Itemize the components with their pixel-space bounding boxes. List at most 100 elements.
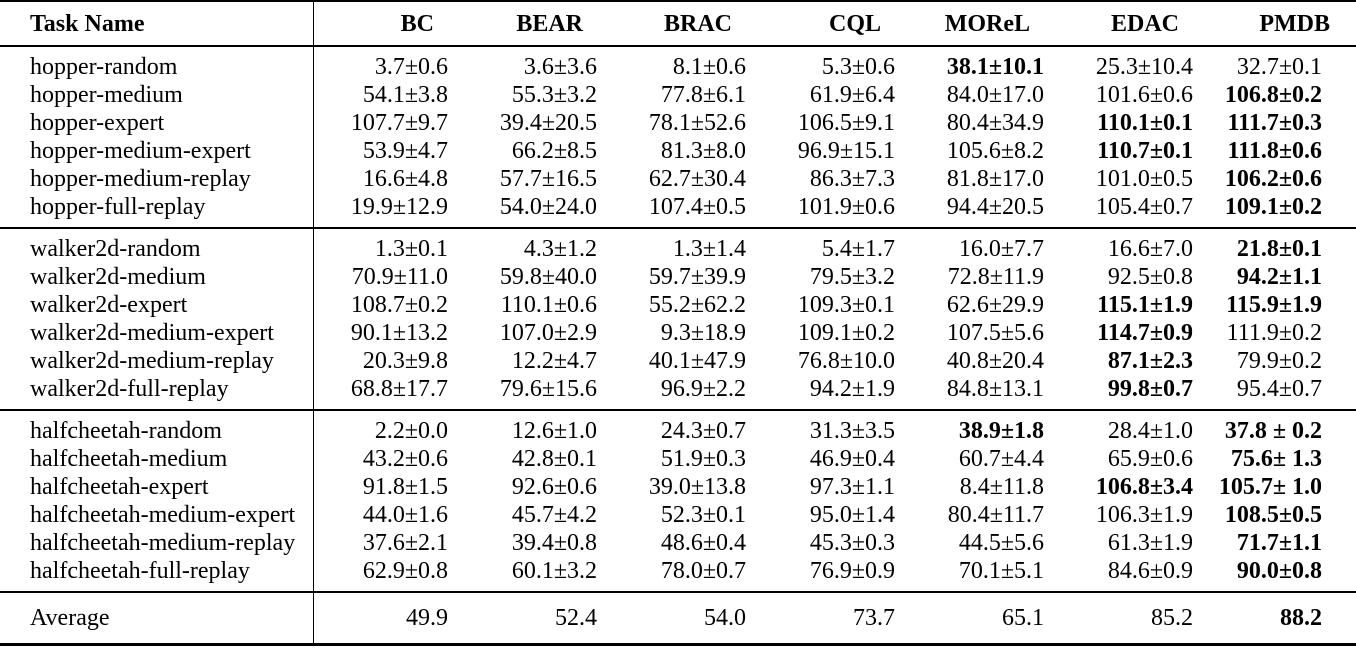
table-row: halfcheetah-medium 43.2±0.6 42.8±0.1 51.9±0… — [0, 445, 1356, 473]
table-row: hopper-medium-expert 53.9±4.7 66.2±8.5 81.3… — [0, 137, 1356, 165]
value-cell-bear: 66.2±8.5 — [511, 138, 597, 164]
value-cell-edac: 101.6±0.6 — [1095, 82, 1193, 108]
value-cell-morel: 16.0±7.7 — [958, 236, 1044, 262]
value-cell-edac: 114.7±0.9 — [1097, 320, 1193, 346]
value-cell-edac: 87.1±2.3 — [1107, 348, 1193, 374]
task-name-cell: walker2d-expert — [0, 291, 314, 319]
table-row: halfcheetah-expert 91.8±1.5 92.6±0.6 39.0±1… — [0, 473, 1356, 501]
value-cell-pmdb: 108.5±0.5 — [1224, 502, 1322, 528]
value-cell-edac: 106.3±1.9 — [1095, 502, 1193, 528]
task-name-cell: walker2d-medium-expert — [0, 319, 314, 347]
value-cell-pmdb: 37.8 ± 0.2 — [1224, 418, 1322, 444]
value-cell-edac: 16.6±7.0 — [1107, 236, 1193, 262]
value-cell-bear: 39.4±0.8 — [511, 530, 597, 556]
value-cell-edac: 65.9±0.6 — [1107, 446, 1193, 472]
value-cell-edac: 110.7±0.1 — [1097, 138, 1193, 164]
task-name-cell: walker2d-full-replay — [0, 375, 314, 410]
average-label: Average — [0, 592, 314, 645]
value-cell-edac: 84.6±0.9 — [1107, 558, 1193, 584]
value-cell-bear: 52.4 — [555, 605, 597, 631]
value-cell-morel: 40.8±20.4 — [946, 348, 1044, 374]
table-row: walker2d-full-replay 68.8±17.7 79.6±15.6 96… — [0, 375, 1356, 410]
value-cell-bc: 3.7±0.6 — [374, 54, 448, 80]
task-name-cell: halfcheetah-medium — [0, 445, 314, 473]
task-name-cell: halfcheetah-expert — [0, 473, 314, 501]
section-hopper: hopper-random 3.7±0.6 3.6±3.6 8.1±0.6 5.3±0.… — [0, 46, 1356, 228]
value-cell-pmdb: 115.9±1.9 — [1226, 292, 1322, 318]
value-cell-edac: 106.8±3.4 — [1095, 474, 1193, 500]
value-cell-bc: 43.2±0.6 — [362, 446, 448, 472]
table-row: walker2d-random 1.3±0.1 4.3±1.2 1.3±1.4 5.4±… — [0, 228, 1356, 263]
value-cell-pmdb: 94.2±1.1 — [1236, 264, 1322, 290]
value-cell-morel: 8.4±11.8 — [959, 474, 1044, 500]
value-cell-bc: 91.8±1.5 — [362, 474, 448, 500]
value-cell-pmdb: 109.1±0.2 — [1224, 194, 1322, 220]
value-cell-pmdb: 106.2±0.6 — [1224, 166, 1322, 192]
section-halfcheetah: halfcheetah-random 2.2±0.0 12.6±1.0 24.3±0.… — [0, 410, 1356, 592]
value-cell-pmdb: 95.4±0.7 — [1236, 376, 1322, 402]
value-cell-brac: 78.1±52.6 — [648, 110, 746, 136]
value-cell-bc: 62.9±0.8 — [362, 558, 448, 584]
column-header-task-name: Task Name — [0, 1, 314, 46]
value-cell-bear: 55.3±3.2 — [511, 82, 597, 108]
value-cell-bc: 2.2±0.0 — [374, 418, 448, 444]
value-cell-edac: 28.4±1.0 — [1107, 418, 1193, 444]
column-header-morel: MOReL — [944, 11, 1030, 37]
task-name-cell: hopper-medium-replay — [0, 165, 314, 193]
value-cell-bear: 57.7±16.5 — [499, 166, 597, 192]
task-name-cell: hopper-random — [0, 46, 314, 81]
value-cell-cql: 96.9±15.1 — [797, 138, 895, 164]
value-cell-cql: 45.3±0.3 — [809, 530, 895, 556]
value-cell-edac: 99.8±0.7 — [1107, 376, 1193, 402]
average-row-section: Average 49.9 52.4 54.0 73.7 65.1 85.2 88.2 — [0, 592, 1356, 645]
task-name-cell: halfcheetah-medium-replay — [0, 529, 314, 557]
task-name-cell: walker2d-medium — [0, 263, 314, 291]
task-name-cell: halfcheetah-medium-expert — [0, 501, 314, 529]
task-name-cell: halfcheetah-random — [0, 410, 314, 445]
table-row: halfcheetah-medium-expert 44.0±1.6 45.7±4.… — [0, 501, 1356, 529]
table-row: halfcheetah-random 2.2±0.0 12.6±1.0 24.3±0.… — [0, 410, 1356, 445]
table-header-row: Task Name BC BEAR BRAC CQL MOReL EDAC PM… — [0, 1, 1356, 46]
value-cell-morel: 44.5±5.6 — [958, 530, 1044, 556]
value-cell-edac: 110.1±0.1 — [1097, 110, 1193, 136]
value-cell-cql: 76.9±0.9 — [809, 558, 895, 584]
value-cell-pmdb: 21.8±0.1 — [1236, 236, 1322, 262]
value-cell-edac: 25.3±10.4 — [1095, 54, 1193, 80]
value-cell-bear: 12.2±4.7 — [511, 348, 597, 374]
value-cell-brac: 78.0±0.7 — [660, 558, 746, 584]
value-cell-cql: 95.0±1.4 — [809, 502, 895, 528]
value-cell-pmdb: 105.7± 1.0 — [1218, 474, 1322, 500]
value-cell-cql: 46.9±0.4 — [809, 446, 895, 472]
value-cell-cql: 97.3±1.1 — [809, 474, 895, 500]
value-cell-brac: 51.9±0.3 — [660, 446, 746, 472]
task-name-cell: hopper-full-replay — [0, 193, 314, 228]
value-cell-morel: 81.8±17.0 — [946, 166, 1044, 192]
value-cell-bc: 70.9±11.0 — [351, 264, 448, 290]
value-cell-bc: 53.9±4.7 — [362, 138, 448, 164]
value-cell-bear: 3.6±3.6 — [523, 54, 597, 80]
value-cell-bc: 108.7±0.2 — [350, 292, 448, 318]
value-cell-morel: 72.8±11.9 — [947, 264, 1044, 290]
task-name-cell: hopper-expert — [0, 109, 314, 137]
value-cell-cql: 79.5±3.2 — [809, 264, 895, 290]
value-cell-bear: 45.7±4.2 — [511, 502, 597, 528]
value-cell-bear: 110.1±0.6 — [500, 292, 597, 318]
value-cell-bear: 59.8±40.0 — [499, 264, 597, 290]
task-name-cell: walker2d-random — [0, 228, 314, 263]
value-cell-morel: 107.5±5.6 — [946, 320, 1044, 346]
value-cell-cql: 31.3±3.5 — [809, 418, 895, 444]
value-cell-brac: 62.7±30.4 — [648, 166, 746, 192]
value-cell-bc: 44.0±1.6 — [362, 502, 448, 528]
value-cell-edac: 115.1±1.9 — [1097, 292, 1193, 318]
value-cell-brac: 96.9±2.2 — [660, 376, 746, 402]
value-cell-morel: 84.8±13.1 — [946, 376, 1044, 402]
value-cell-brac: 8.1±0.6 — [672, 54, 746, 80]
value-cell-morel: 65.1 — [1002, 605, 1044, 631]
value-cell-brac: 40.1±47.9 — [648, 348, 746, 374]
value-cell-brac: 54.0 — [704, 605, 746, 631]
column-header-bear: BEAR — [516, 11, 583, 37]
value-cell-cql: 5.3±0.6 — [821, 54, 895, 80]
value-cell-bear: 79.6±15.6 — [499, 376, 597, 402]
value-cell-pmdb: 90.0±0.8 — [1236, 558, 1322, 584]
